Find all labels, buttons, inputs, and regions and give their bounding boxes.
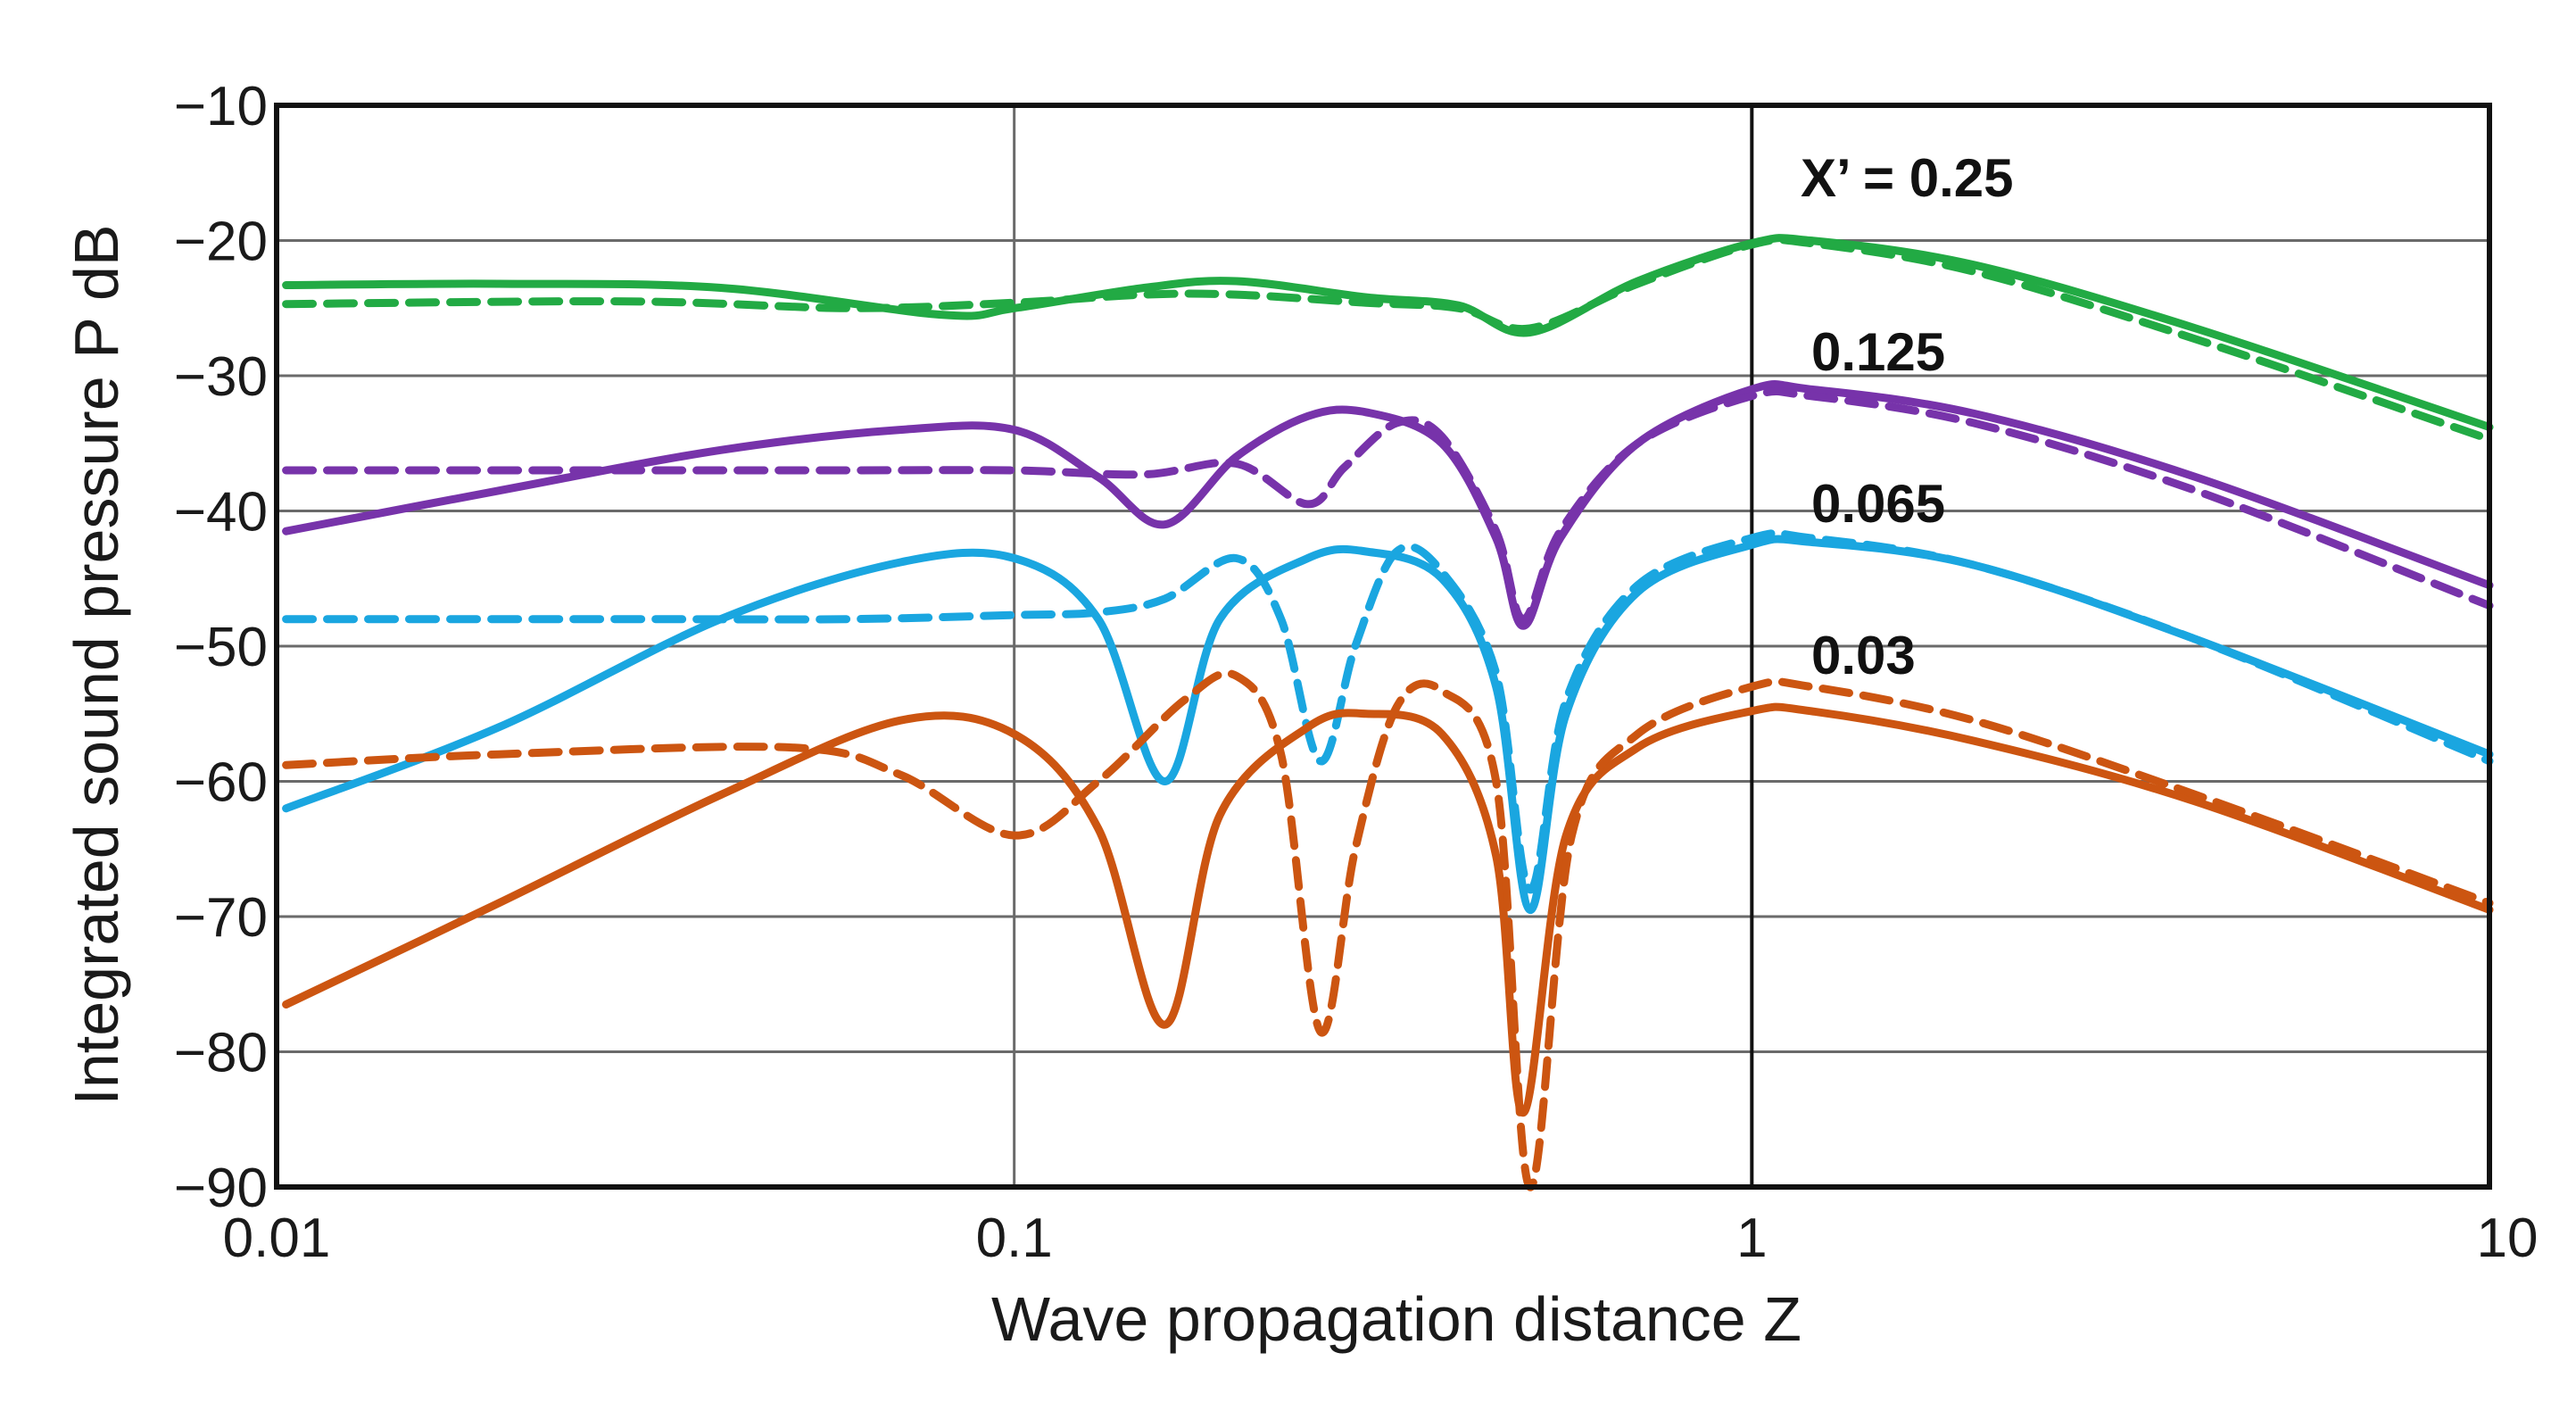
y-tick-label: −40 <box>174 482 268 544</box>
x-tick-label: 0.1 <box>976 1208 1053 1269</box>
series-line-6 <box>282 702 2494 1117</box>
series-label-003: 0.03 <box>1811 626 1916 685</box>
y-tick-label: −50 <box>174 617 268 678</box>
y-tick-label: −90 <box>174 1158 268 1219</box>
series-label-0065: 0.065 <box>1811 474 1945 534</box>
y-tick-label: −80 <box>174 1023 268 1084</box>
series-line-1 <box>282 236 2494 444</box>
x-axis-label: Wave propagation distance Z <box>991 1284 1802 1354</box>
y-axis-label: Integrated sound pressure P dB <box>62 224 131 1105</box>
y-tick-label: −20 <box>174 212 268 273</box>
series-line-4 <box>282 535 2494 914</box>
y-tick-label: −60 <box>174 752 268 814</box>
y-tick-label: −30 <box>174 346 268 408</box>
x-tick-label: 0.01 <box>223 1208 331 1269</box>
plot-frame <box>274 103 2492 1190</box>
series-line-7 <box>282 668 2494 1191</box>
series-layer <box>282 234 2494 1191</box>
y-tick-label: −10 <box>174 76 268 137</box>
series-line-5 <box>282 529 2494 894</box>
y-tick-label: −70 <box>174 887 268 949</box>
series-line-2 <box>282 380 2494 630</box>
tick-layer: −10 −20 −30 −40 −50 −60 −70 −80 −900.01 0.1 1 10 <box>174 76 2539 1269</box>
series-line-0 <box>282 234 2494 432</box>
x-tick-label: 10 <box>2477 1208 2539 1269</box>
x-tick-label: 1 <box>1736 1208 1767 1269</box>
series-label-0125: 0.125 <box>1811 322 1945 382</box>
series-label-x-025: X’ = 0.25 <box>1801 148 2014 208</box>
series-line-3 <box>282 386 2494 624</box>
